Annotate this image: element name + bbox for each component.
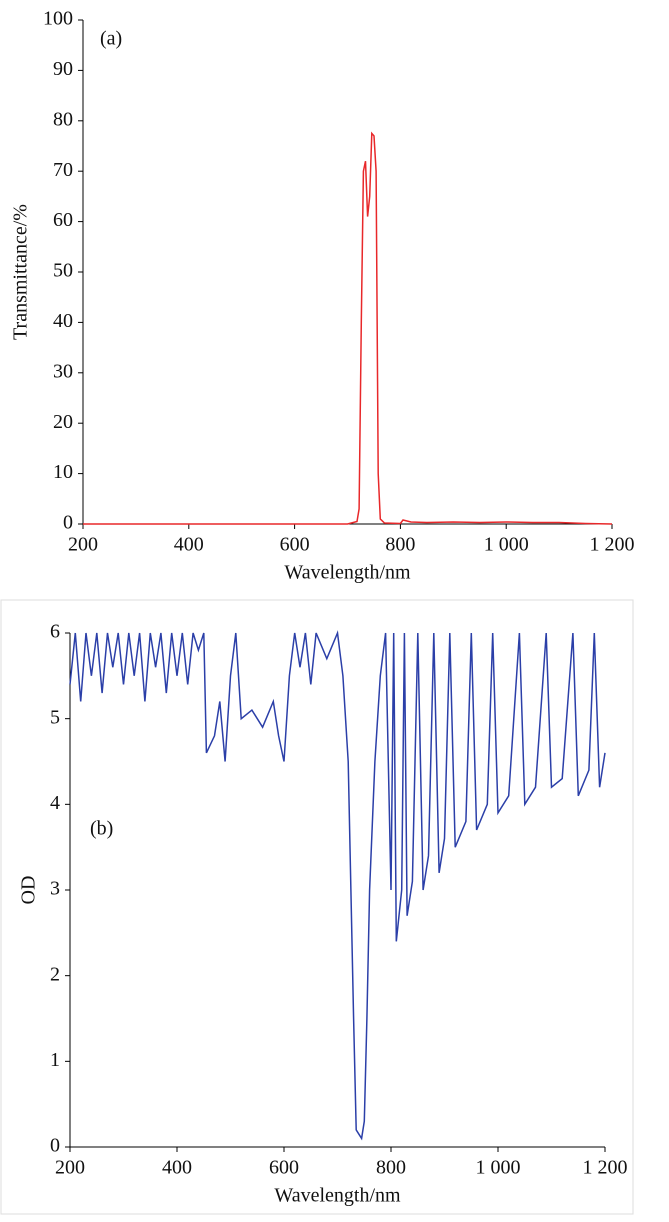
y-tick-label: 1: [50, 1049, 60, 1071]
y-tick-label: 30: [53, 360, 73, 382]
y-axis-label: Transmittance/%: [10, 204, 32, 340]
x-axis-label: Wavelength/nm: [274, 1185, 401, 1207]
x-tick-label: 400: [174, 534, 204, 556]
y-axis-label: OD: [18, 876, 40, 905]
y-tick-label: 80: [53, 108, 73, 130]
y-tick-label: 60: [53, 209, 73, 231]
y-tick-label: 2: [50, 963, 60, 985]
x-tick-label: 200: [68, 534, 98, 556]
y-tick-label: 90: [53, 58, 73, 80]
y-tick-label: 100: [43, 8, 73, 30]
x-tick-label: 200: [55, 1157, 85, 1179]
panel-frame: [0, 599, 634, 1215]
x-tick-label: 1 000: [476, 1157, 521, 1179]
x-axis-label: Wavelength/nm: [284, 562, 411, 584]
y-tick-label: 20: [53, 411, 73, 433]
y-tick-label: 0: [63, 512, 73, 534]
y-tick-label: 3: [50, 878, 60, 900]
x-tick-label: 800: [376, 1157, 406, 1179]
y-tick-label: 40: [53, 310, 73, 332]
y-tick-label: 5: [50, 706, 60, 728]
y-tick-label: 6: [50, 621, 60, 643]
data-line: [83, 131, 613, 525]
y-tick-label: 50: [53, 260, 73, 282]
x-tick-label: 1 200: [590, 534, 635, 556]
y-tick-label: 4: [50, 792, 60, 814]
x-tick-label: 1 000: [484, 534, 529, 556]
y-tick-label: 70: [53, 159, 73, 181]
x-tick-label: 400: [162, 1157, 192, 1179]
x-tick-label: 1 200: [583, 1157, 628, 1179]
x-tick-label: 800: [385, 534, 415, 556]
y-tick-label: 0: [50, 1135, 60, 1157]
y-tick-label: 10: [53, 461, 73, 483]
x-tick-label: 600: [280, 534, 310, 556]
data-line: [69, 630, 606, 1141]
x-tick-label: 600: [269, 1157, 299, 1179]
panel-label: (b): [90, 818, 113, 840]
panel-label: (a): [100, 28, 122, 50]
